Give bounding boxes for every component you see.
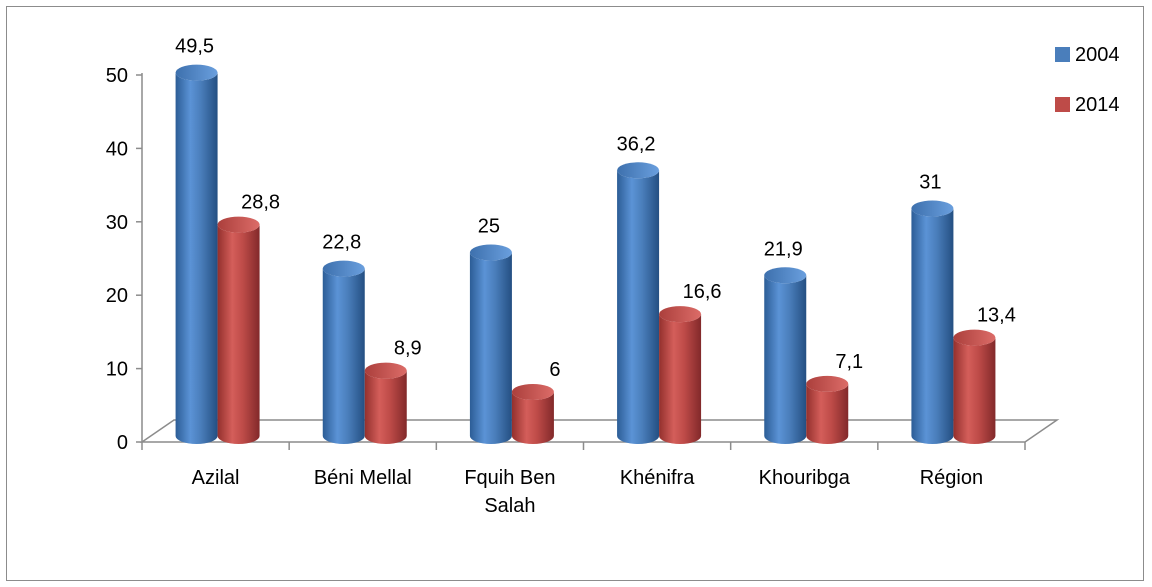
x-category-label: Azilal	[192, 467, 240, 489]
x-category-label: Béni Mellal	[314, 467, 412, 489]
legend-item-2014: 2014	[1055, 94, 1120, 116]
x-category-label-line: Khénifra	[620, 467, 695, 489]
x-category-label-line: Khouribga	[759, 467, 851, 489]
data-label: 21,9	[764, 238, 803, 260]
x-category-label-line: Azilal	[192, 467, 240, 489]
legend-swatch	[1055, 97, 1070, 112]
bar-top	[617, 162, 660, 179]
x-category-label: Fquih Ben Salah	[464, 467, 555, 517]
bar-2004-3	[617, 162, 660, 445]
bar-top	[322, 260, 365, 277]
legend-item-2004: 2004	[1055, 44, 1120, 66]
y-tick-label: 40	[106, 138, 128, 160]
y-tick-label: 0	[117, 432, 128, 454]
bar-top	[175, 64, 218, 81]
bar-body	[764, 275, 807, 444]
bar-top	[469, 244, 512, 261]
bar-body	[175, 72, 218, 445]
data-label: 36,2	[617, 133, 656, 155]
x-category-label: Khénifra	[620, 467, 695, 489]
bar-body	[217, 224, 260, 444]
bar-body	[911, 208, 954, 444]
bar-2014-4	[806, 375, 849, 444]
bar-body	[659, 314, 702, 444]
y-tick-label: 30	[106, 212, 128, 234]
data-label: 49,5	[175, 36, 214, 58]
bar-top	[511, 383, 554, 400]
legend-label: 2004	[1075, 44, 1120, 66]
data-label: 25	[478, 216, 500, 238]
legend-label: 2014	[1075, 94, 1120, 116]
bar-top	[911, 200, 954, 217]
x-category-label-line: Région	[920, 467, 983, 489]
bar-body	[511, 391, 554, 444]
bar-top	[659, 306, 702, 323]
data-label: 22,8	[322, 232, 361, 254]
bar-2014-2	[511, 383, 554, 444]
bar-body	[806, 383, 849, 444]
bar-body	[322, 268, 365, 444]
bar-body	[617, 170, 660, 445]
bars	[175, 64, 996, 445]
data-label: 8,9	[394, 338, 422, 360]
x-category-label-line: Béni Mellal	[314, 467, 412, 489]
bar-2014-0	[217, 216, 260, 444]
bar-2004-2	[469, 244, 512, 444]
bar-top	[806, 375, 849, 392]
y-tick-label: 20	[106, 285, 128, 307]
bar-top	[217, 216, 260, 233]
bar-body	[469, 252, 512, 444]
bar-body	[953, 337, 996, 444]
data-label: 16,6	[683, 281, 722, 303]
data-label: 28,8	[241, 192, 280, 214]
x-category-label-line: Fquih Ben	[464, 467, 555, 489]
bar-2004-1	[322, 260, 365, 444]
bar-top	[953, 329, 996, 346]
bar-2004-5	[911, 200, 954, 444]
bar-body	[364, 370, 407, 444]
legend: 2004 2014	[1055, 44, 1120, 116]
bar-2004-4	[764, 267, 807, 444]
y-tick-label: 50	[106, 65, 128, 87]
y-tick-label: 10	[106, 359, 128, 381]
x-category-label-line: Salah	[484, 495, 535, 517]
labels: 0 10 20 30 40 50 49,5 22,8 25 36,2 21,9 31 28,8 8,9 6 1…	[106, 36, 1016, 517]
data-label: 31	[919, 171, 941, 193]
data-label: 13,4	[977, 305, 1016, 327]
x-category-label: Khouribga	[759, 467, 851, 489]
bar-top	[764, 267, 807, 284]
bar-2014-5	[953, 329, 996, 444]
bar-top	[364, 362, 407, 379]
legend-swatch	[1055, 47, 1070, 62]
data-label: 6	[549, 359, 560, 381]
data-label: 7,1	[835, 351, 863, 373]
bar-2014-1	[364, 362, 407, 444]
bar-2004-0	[175, 64, 218, 445]
x-category-label: Région	[920, 467, 983, 489]
bar-2014-3	[659, 306, 702, 444]
